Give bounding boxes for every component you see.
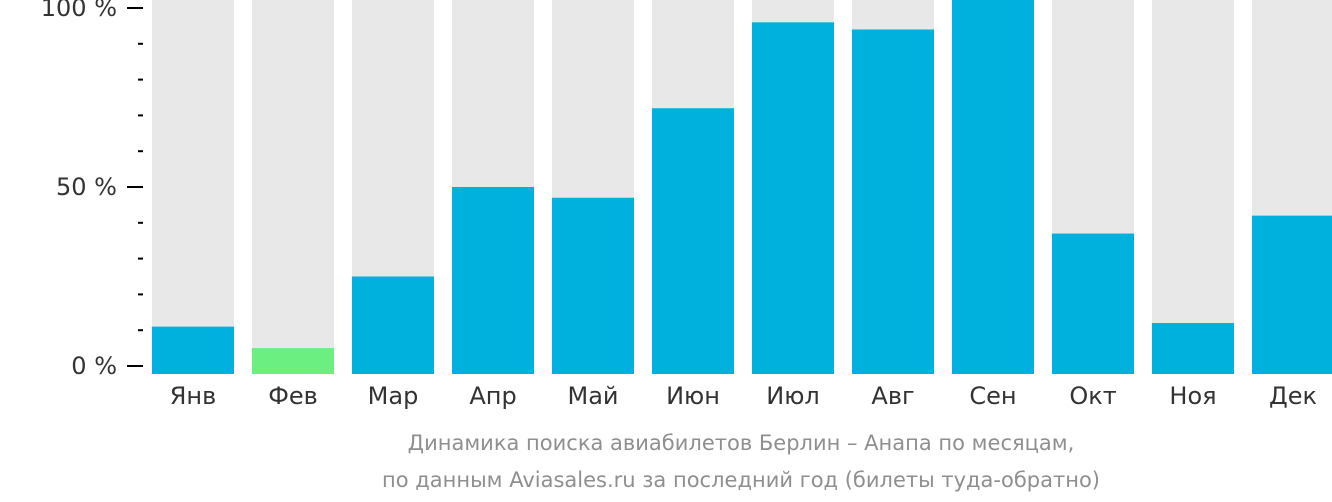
x-tick-label: Мар: [368, 382, 419, 410]
data-bars: [152, 0, 1332, 375]
x-tick-label: Фев: [268, 382, 318, 410]
y-tick-label: 100 %: [41, 0, 117, 22]
bar-3: [352, 276, 434, 374]
chart-caption-line-2: по данным Aviasales.ru за последний год …: [382, 468, 1100, 492]
bar-4: [452, 187, 534, 374]
y-axis: 0 % 50 % 100 %: [41, 0, 143, 380]
x-tick-label: Янв: [170, 382, 217, 410]
x-tick-label: Апр: [469, 382, 516, 410]
bar-5: [552, 197, 634, 374]
bar-10: [1052, 233, 1134, 374]
chart-caption-line-1: Динамика поиска авиабилетов Берлин – Ана…: [407, 431, 1075, 455]
x-tick-label: Июн: [666, 382, 720, 410]
x-tick-label: Май: [567, 382, 618, 410]
background-bar-1: [152, 0, 234, 374]
background-bar-2: [252, 0, 334, 374]
background-bar-11: [1152, 0, 1234, 374]
x-tick-label: Окт: [1069, 382, 1116, 410]
bar-1: [152, 326, 234, 374]
background-bars: [152, 0, 1332, 374]
x-tick-label: Июл: [766, 382, 820, 410]
bar-6: [652, 108, 734, 375]
bar-11: [1152, 323, 1234, 374]
y-tick-label: 0 %: [71, 352, 117, 380]
bar-8: [852, 29, 934, 374]
y-tick-label: 50 %: [56, 173, 117, 201]
bar-12: [1252, 215, 1332, 374]
x-tick-label: Дек: [1269, 382, 1317, 410]
x-tick-label: Авг: [871, 382, 914, 410]
bar-7: [752, 22, 834, 374]
x-tick-label: Ноя: [1169, 382, 1216, 410]
x-tick-label: Сен: [969, 382, 1016, 410]
bar-9: [952, 0, 1034, 374]
bar-2: [252, 348, 334, 374]
x-axis-labels: Янв Фев Мар Апр Май Июн Июл Авг Сен Окт Ноя Дек: [170, 382, 1317, 410]
